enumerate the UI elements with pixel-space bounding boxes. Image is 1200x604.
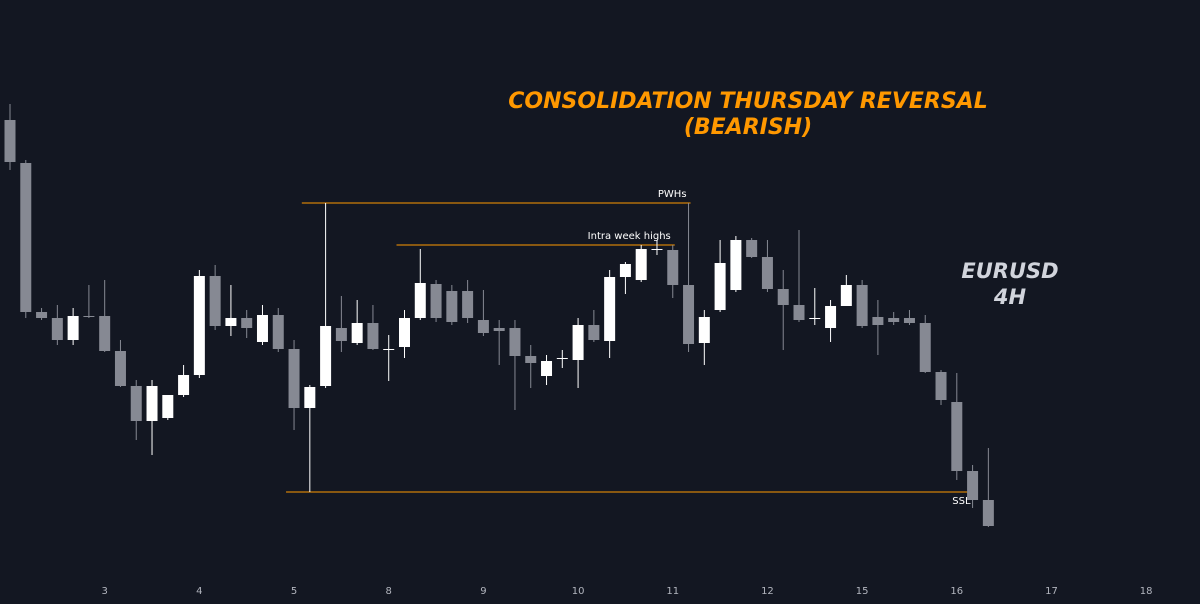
candle-body <box>462 291 474 318</box>
candle-body <box>367 323 379 349</box>
candle-body <box>935 372 947 400</box>
level-label: SSL <box>952 496 971 507</box>
candle-body <box>477 320 489 333</box>
candle-body <box>840 285 852 306</box>
symbol: EURUSD <box>961 259 1058 283</box>
candle-body <box>83 316 95 317</box>
candle-body <box>414 283 426 318</box>
candle-body <box>272 315 284 349</box>
candle-body <box>509 328 521 356</box>
candle-body <box>304 387 316 408</box>
candle-body <box>730 240 742 290</box>
candle-body <box>903 318 915 323</box>
x-tick-label: 16 <box>950 586 963 597</box>
candle-body <box>825 306 837 328</box>
candle-body <box>51 318 63 340</box>
candle-body <box>20 163 32 312</box>
candle-body <box>36 312 48 318</box>
candle-body <box>556 358 568 359</box>
x-tick-label: 10 <box>572 586 585 597</box>
candle-body <box>982 500 994 526</box>
candle-body <box>588 325 600 340</box>
candle-body <box>399 318 410 347</box>
level-label: PWHs <box>658 189 687 200</box>
candle-body <box>446 291 458 322</box>
candle-body <box>209 276 221 326</box>
candle-body <box>572 325 584 360</box>
candle-body <box>225 318 237 326</box>
candle-body <box>619 264 631 277</box>
x-tick-label: 4 <box>196 586 202 597</box>
candle-body <box>288 349 300 408</box>
candle-body <box>114 351 126 386</box>
candle-body <box>777 289 789 305</box>
candle-body <box>256 315 268 342</box>
candle-body <box>241 318 253 328</box>
candle-body <box>4 120 16 162</box>
candle-body <box>651 249 663 250</box>
candle-body <box>714 263 726 310</box>
x-tick-label: 15 <box>856 586 869 597</box>
x-tick-label: 9 <box>480 586 486 597</box>
timeframe: 4H <box>993 285 1027 309</box>
candle-body <box>67 316 79 340</box>
candle-body <box>667 250 679 285</box>
candle-body <box>351 323 363 343</box>
candle-body <box>430 284 442 318</box>
candle-body <box>193 276 205 375</box>
candle-body <box>383 349 395 350</box>
candle-body <box>635 249 647 280</box>
candle-body <box>525 356 537 363</box>
x-tick-label: 8 <box>386 586 392 597</box>
candle-body <box>793 305 805 320</box>
x-tick-label: 12 <box>761 586 774 597</box>
x-tick-label: 11 <box>666 586 679 597</box>
chart-subtitle: (BEARISH) <box>684 115 812 140</box>
x-tick-label: 5 <box>291 586 297 597</box>
candle-body <box>746 240 758 257</box>
candle-body <box>888 318 900 322</box>
candle-body <box>951 402 963 471</box>
x-tick-label: 18 <box>1140 586 1153 597</box>
candle-body <box>162 395 174 418</box>
candle-body <box>146 386 158 421</box>
candle-body <box>99 316 111 351</box>
candle-body <box>698 317 710 343</box>
candle-body <box>809 318 821 319</box>
candle-body <box>872 317 884 325</box>
candle-body <box>919 323 931 372</box>
candle-body <box>856 285 868 326</box>
candle-body <box>130 386 142 421</box>
candle-body <box>493 328 505 331</box>
candle-body <box>604 277 616 341</box>
candle-body <box>683 285 695 344</box>
x-tick-label: 3 <box>101 586 107 597</box>
candle-body <box>761 257 773 289</box>
candle-body <box>967 471 979 500</box>
chart-title: CONSOLIDATION THURSDAY REVERSAL <box>508 89 987 114</box>
candle-body <box>320 326 332 386</box>
candle-body <box>178 375 190 395</box>
candle-body <box>541 361 553 376</box>
level-label: Intra week highs <box>588 231 671 242</box>
candle-body <box>335 328 347 341</box>
x-tick-label: 17 <box>1045 586 1058 597</box>
